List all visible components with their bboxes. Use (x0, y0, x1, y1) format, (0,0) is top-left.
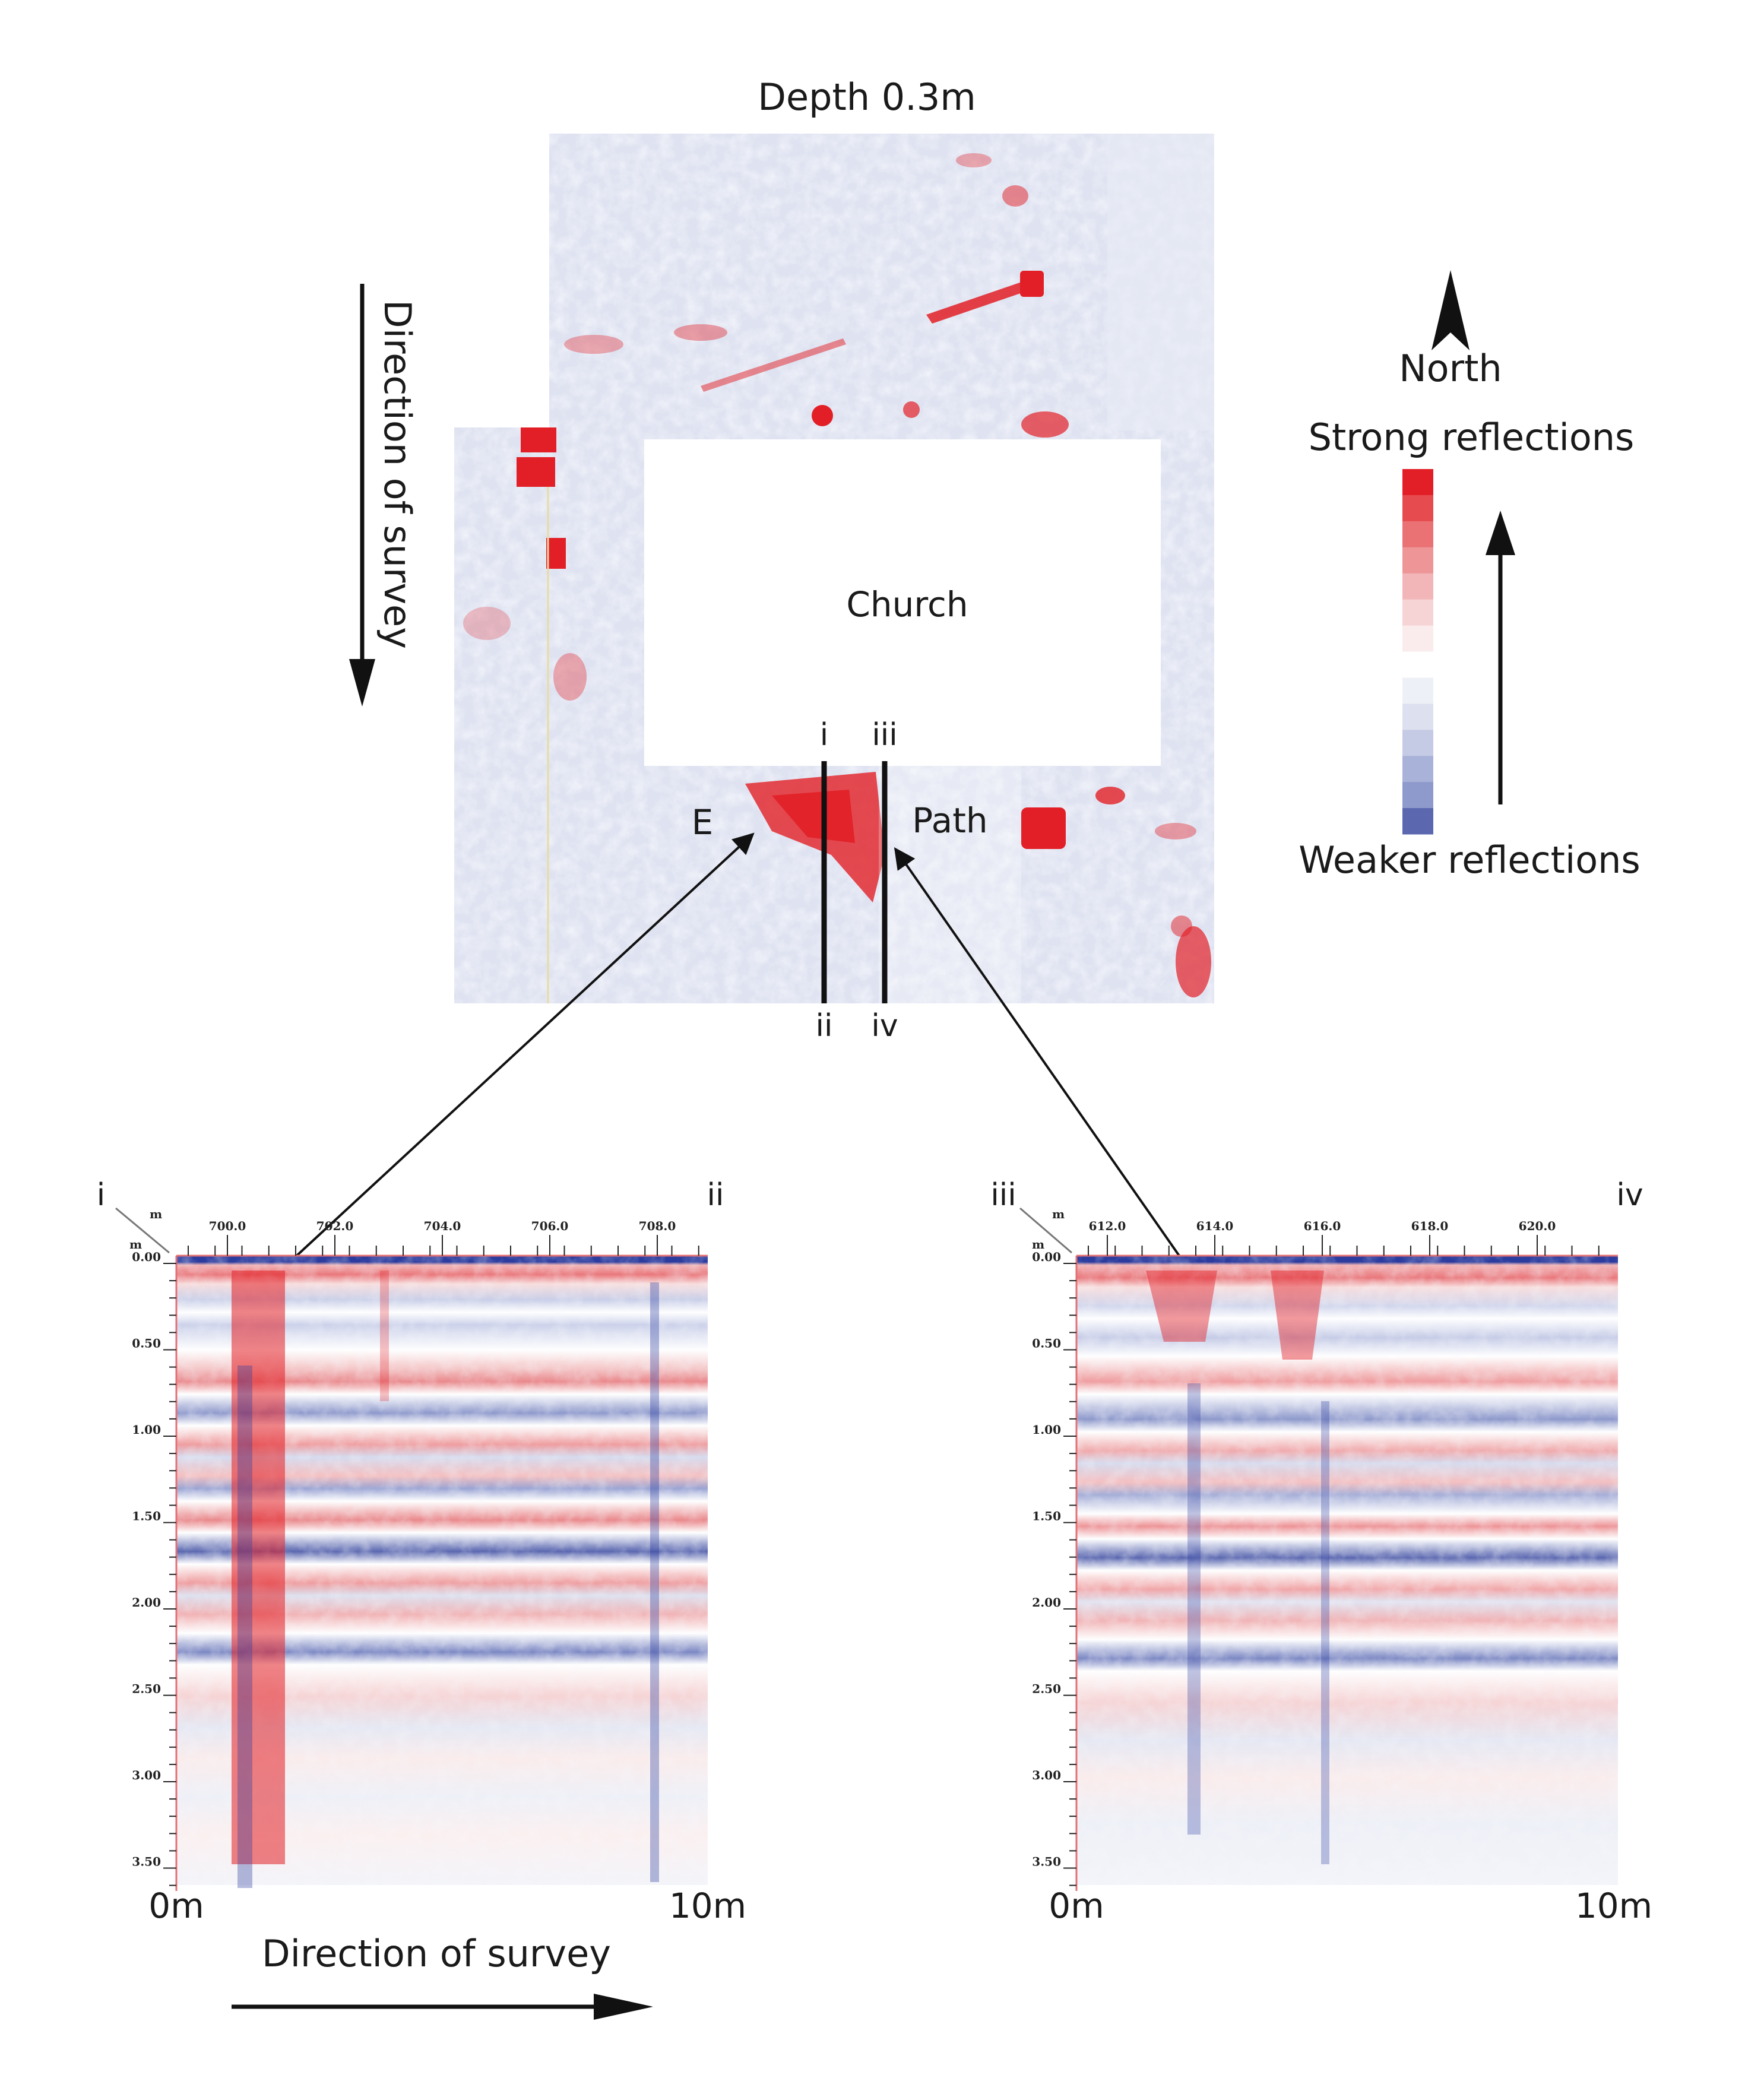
legend-swatch (1402, 521, 1433, 548)
connector-arrow-left (283, 832, 755, 1269)
left-x-tick-label: 702.0 (316, 1219, 354, 1233)
direction-arrowhead-down (349, 659, 375, 707)
left-y-tick-label: 0.50 (132, 1336, 161, 1351)
profile-left-corner-line (115, 1207, 170, 1254)
right-x-tick-label: 612.0 (1089, 1219, 1126, 1233)
path-strip (879, 766, 1021, 1003)
right-x-tick-label: 618.0 (1411, 1219, 1449, 1233)
profile-left-axis-start: 0m (148, 1886, 204, 1926)
legend-swatch (1402, 573, 1433, 600)
line-label-i: i (820, 717, 828, 753)
right-y-tick-label: 0.50 (1032, 1336, 1061, 1351)
legend-swatch (1402, 651, 1433, 678)
legend-swatch (1402, 599, 1433, 626)
left-y-tick-label: 1.50 (132, 1509, 161, 1523)
legend-swatch (1402, 756, 1433, 783)
legend-swatch (1402, 677, 1433, 704)
right-y-tick-label: 1.50 (1032, 1509, 1061, 1523)
church-block (644, 439, 1161, 766)
right-y-tick-label: 3.50 (1032, 1855, 1061, 1869)
map-direction-label: Direction of survey (376, 300, 419, 649)
legend: North Strong reflections Weaker reflecti… (1299, 270, 1641, 882)
profile-right-dark-columns (1187, 1383, 1329, 1864)
legend-swatch (1402, 808, 1433, 835)
radar-map: Church Path E i iii ii iv (454, 134, 1214, 1044)
right-x-tick-label: 620.0 (1519, 1219, 1556, 1233)
legend-strong-label: Strong reflections (1309, 416, 1635, 459)
line-label-ii: ii (816, 1008, 833, 1044)
right-y-tick-label: 2.50 (1032, 1682, 1061, 1696)
left-y-tick-label: 2.50 (132, 1682, 161, 1696)
left-y-tick-label: 2.00 (132, 1595, 161, 1610)
legend-arrowhead-icon (1486, 511, 1515, 555)
left-x-tick-label: 706.0 (531, 1219, 569, 1233)
profile-left-start-label: i (97, 1177, 105, 1213)
legend-swatch (1402, 730, 1433, 756)
profile-right-y-ticks: 0.00 0.50 1.00 1.50 2.00 2.50 3.00 3.50 (1032, 1250, 1076, 1886)
profile-left-y-ticks: 0.00 0.50 1.00 1.50 2.00 2.50 3.00 3.50 (132, 1250, 176, 1886)
profile-right-unit-x: m (1052, 1207, 1065, 1221)
legend-swatch (1402, 704, 1433, 730)
line-label-iv: iv (871, 1008, 898, 1044)
profile-right-x-ticks: 612.0 614.0 616.0 618.0 620.0 (1088, 1219, 1600, 1256)
map-strip (1107, 134, 1214, 430)
right-y-tick-label: 3.00 (1032, 1768, 1061, 1782)
left-y-tick-label: 1.00 (132, 1423, 161, 1437)
right-y-tick-label: 2.00 (1032, 1595, 1061, 1610)
profile-left-unit-y: m (129, 1237, 142, 1252)
map-direction: Direction of survey (349, 284, 419, 707)
bottom-direction-arrowhead-icon (594, 1994, 653, 2020)
connector-arrow-right (894, 847, 1189, 1269)
legend-colorbar (1402, 469, 1433, 835)
profile-left-dark-columns (237, 1282, 659, 1888)
profile-right-axis-end: 10m (1575, 1886, 1652, 1926)
profile-left-unit-x: m (150, 1207, 162, 1221)
map-title: Depth 0.3m (758, 75, 976, 119)
right-y-tick-label: 0.00 (1032, 1250, 1061, 1264)
profile-right-end-label: iv (1616, 1177, 1643, 1213)
profile-left-end-label: ii (707, 1177, 724, 1213)
legend-weaker-label: Weaker reflections (1299, 838, 1640, 882)
profile-right-unit-y: m (1032, 1237, 1044, 1252)
legend-swatch (1402, 495, 1433, 522)
legend-swatch (1402, 547, 1433, 574)
legend-swatch (1402, 782, 1433, 809)
left-y-tick-label: 3.00 (132, 1768, 161, 1782)
left-y-tick-label: 0.00 (132, 1250, 161, 1264)
profile-right-axis-start: 0m (1049, 1886, 1104, 1926)
profile-right-texture (1076, 1256, 1618, 1885)
left-x-tick-label: 704.0 (424, 1219, 461, 1233)
profile-right-corner-line (1019, 1207, 1072, 1254)
bottom-direction-label: Direction of survey (262, 1932, 611, 1975)
map-anomalies (463, 153, 1211, 997)
left-x-tick-label: 708.0 (639, 1219, 676, 1233)
e-label: E (692, 802, 714, 842)
left-x-tick-label: 700.0 (209, 1219, 246, 1233)
profile-left-x-ticks: 700.0 702.0 704.0 706.0 708.0 (188, 1219, 699, 1256)
right-x-tick-label: 614.0 (1196, 1219, 1234, 1233)
left-y-tick-label: 3.50 (132, 1855, 161, 1869)
profile-left-hyperbolas (232, 1271, 389, 1864)
profile-left: i ii m m 700.0 702.0 704.0 706.0 708.0 0.000… (97, 1177, 746, 1926)
legend-swatch (1402, 469, 1433, 496)
right-x-tick-label: 616.0 (1304, 1219, 1341, 1233)
right-y-tick-label: 1.00 (1032, 1423, 1061, 1437)
profile-left-axis-end: 10m (669, 1886, 746, 1926)
profile-right-hyperbolas (1146, 1271, 1324, 1360)
line-label-iii: iii (872, 717, 897, 753)
north-arrow-icon (1432, 270, 1470, 350)
church-label: Church (846, 584, 968, 625)
north-label: North (1399, 347, 1502, 390)
legend-swatch (1402, 625, 1433, 652)
profile-right-start-label: iii (990, 1177, 1016, 1213)
profile-right: iii iv m m 612.0 614.0 616.0 618.0 620.0 0.0… (990, 1177, 1652, 1926)
path-label: Path (912, 800, 987, 841)
